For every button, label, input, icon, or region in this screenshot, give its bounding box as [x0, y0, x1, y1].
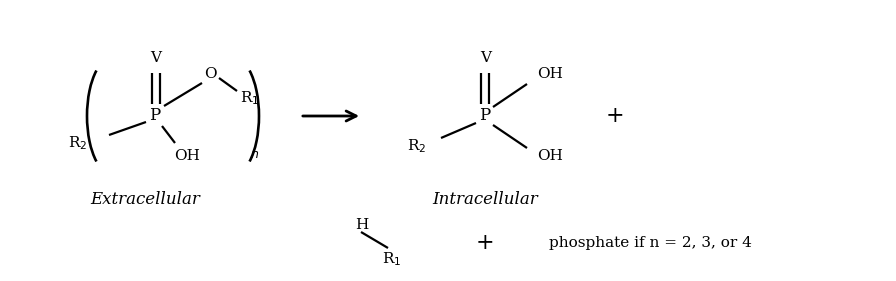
Text: OH: OH — [174, 149, 200, 163]
Text: V: V — [151, 51, 161, 65]
Text: OH: OH — [537, 67, 563, 81]
Text: P: P — [150, 108, 160, 124]
Text: V: V — [480, 51, 492, 65]
Text: Intracellular: Intracellular — [432, 191, 538, 207]
Text: O: O — [203, 67, 216, 81]
Text: P: P — [479, 108, 491, 124]
Text: phosphate if n = 2, 3, or 4: phosphate if n = 2, 3, or 4 — [548, 236, 752, 250]
Text: OH: OH — [537, 149, 563, 163]
Text: R$_1$: R$_1$ — [383, 250, 401, 268]
Text: +: + — [606, 105, 625, 127]
Text: +: + — [476, 232, 495, 254]
Text: Extracellular: Extracellular — [90, 191, 200, 207]
Text: $n$: $n$ — [251, 148, 260, 160]
Text: R$_2$: R$_2$ — [68, 134, 88, 152]
Text: H: H — [355, 218, 368, 232]
Text: R$_2$: R$_2$ — [408, 137, 426, 155]
Text: R$_1$: R$_1$ — [240, 89, 260, 107]
